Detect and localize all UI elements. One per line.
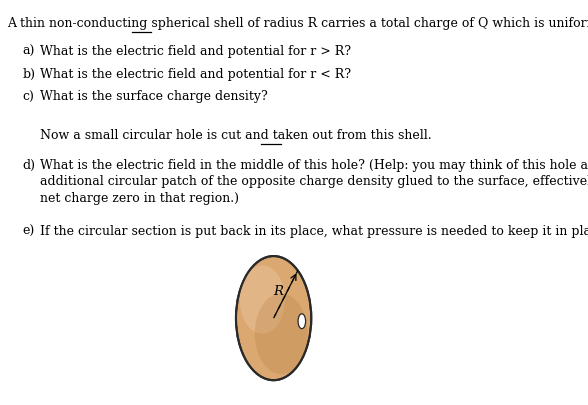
Text: What is the surface charge density?: What is the surface charge density?	[40, 90, 268, 103]
Ellipse shape	[236, 256, 311, 380]
Text: e): e)	[22, 224, 34, 237]
Text: What is the electric field and potential for r < R?: What is the electric field and potential…	[40, 68, 350, 81]
Text: d): d)	[22, 159, 35, 172]
Text: Now a small circular hole is cut and taken out from this shell.: Now a small circular hole is cut and tak…	[40, 129, 432, 142]
Text: If the circular section is put back in its place, what pressure is needed to kee: If the circular section is put back in i…	[40, 224, 588, 237]
Ellipse shape	[240, 266, 285, 334]
Text: c): c)	[22, 90, 34, 103]
Text: A thin non-conducting spherical shell of radius R carries a total charge of Q wh: A thin non-conducting spherical shell of…	[0, 404, 1, 405]
Text: A thin non-conducting spherical shell of radius R carries a total charge of Q wh: A thin non-conducting spherical shell of…	[8, 17, 588, 30]
Text: What is the electric field and potential for r > R?: What is the electric field and potential…	[40, 45, 350, 58]
Text: b): b)	[22, 68, 35, 81]
Text: R: R	[273, 284, 283, 297]
Ellipse shape	[255, 294, 308, 374]
Text: What is the electric field in the middle of this hole? (Help: you may think of t: What is the electric field in the middle…	[40, 159, 588, 205]
Text: a): a)	[22, 45, 35, 58]
Ellipse shape	[298, 314, 306, 329]
